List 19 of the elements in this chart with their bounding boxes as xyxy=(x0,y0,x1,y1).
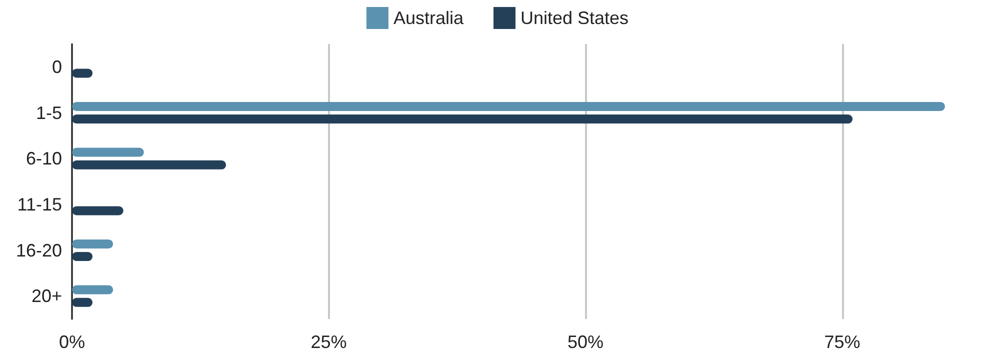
bar xyxy=(72,239,114,248)
legend-label: Australia xyxy=(393,8,464,28)
y-tick-label: 11-15 xyxy=(17,194,62,214)
x-tick-label: 0% xyxy=(58,332,86,352)
bar xyxy=(72,114,853,124)
legend-label: United States xyxy=(520,8,629,28)
y-tick-label: 0 xyxy=(52,56,62,77)
y-tick-label: 20+ xyxy=(31,286,62,306)
bar xyxy=(72,160,226,170)
x-tick-label: 50% xyxy=(568,332,604,352)
x-tick-label: 75% xyxy=(824,332,860,352)
y-tick-label: 16-20 xyxy=(16,240,62,260)
bar xyxy=(72,102,945,111)
bar xyxy=(72,148,144,157)
bar xyxy=(72,206,124,216)
bar xyxy=(72,285,114,294)
x-tick-label: 25% xyxy=(310,332,347,352)
y-tick-label: 6-10 xyxy=(26,148,62,169)
y-tick-label: 1-5 xyxy=(36,102,62,123)
